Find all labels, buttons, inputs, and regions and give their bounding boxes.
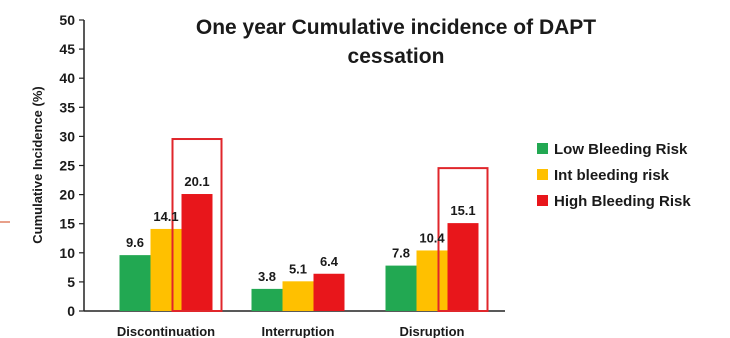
bar [119, 255, 151, 311]
bar [150, 228, 182, 311]
bar [282, 281, 314, 311]
bar [447, 223, 479, 311]
data-labels-group: 9.6 14.1 20.1 3.8 5.1 6.4 7.8 10.4 15.1 [126, 174, 476, 284]
bar [416, 250, 448, 311]
y-tick-label: 50 [59, 12, 75, 28]
legend-label: Low Bleeding Risk [554, 141, 688, 158]
bar [385, 265, 417, 311]
data-label: 14.1 [153, 209, 178, 224]
legend-swatch [537, 169, 548, 180]
data-label: 15.1 [450, 203, 475, 218]
chart-title-line-1: One year Cumulative incidence of DAPT [196, 16, 596, 39]
data-label: 9.6 [126, 235, 144, 250]
legend-swatch [537, 143, 548, 154]
y-tick-label: 0 [67, 303, 75, 319]
data-label: 7.8 [392, 246, 410, 261]
legend-swatch [537, 195, 548, 206]
bar [181, 194, 213, 311]
x-tick-label: Discontinuation [117, 324, 215, 338]
y-tick-label: 20 [59, 187, 75, 203]
x-tick-label: Interruption [262, 324, 335, 338]
bars-group [119, 194, 479, 311]
highlight-box [437, 167, 489, 312]
y-tick-label: 15 [59, 216, 75, 232]
data-label: 20.1 [184, 174, 209, 189]
highlight-boxes [171, 138, 489, 312]
highlight-box [171, 138, 223, 312]
y-tick-label: 10 [59, 245, 75, 261]
y-tick-label: 25 [59, 158, 75, 174]
bar [251, 288, 283, 311]
y-tick-label: 30 [59, 128, 75, 144]
data-label: 6.4 [320, 254, 339, 269]
data-label: 10.4 [419, 230, 445, 245]
y-tick-label: 45 [59, 41, 75, 57]
legend-label: High Bleeding Risk [554, 193, 691, 210]
bar [313, 273, 345, 311]
y-axis-label: Cumulative Incidence (%) [30, 86, 45, 243]
chart-title-line-2: cessation [348, 45, 445, 68]
data-label: 3.8 [258, 269, 276, 284]
legend-label: Int bleeding risk [554, 167, 670, 184]
x-tick-label: Disruption [400, 324, 465, 338]
legend: Low Bleeding Risk Int bleeding risk High B… [537, 141, 691, 210]
y-tick-label: 5 [67, 274, 75, 290]
y-tick-label: 40 [59, 70, 75, 86]
data-label: 5.1 [289, 261, 307, 276]
x-tick-labels: Discontinuation Interruption Disruption [117, 324, 465, 338]
y-tick-label: 35 [59, 99, 75, 115]
